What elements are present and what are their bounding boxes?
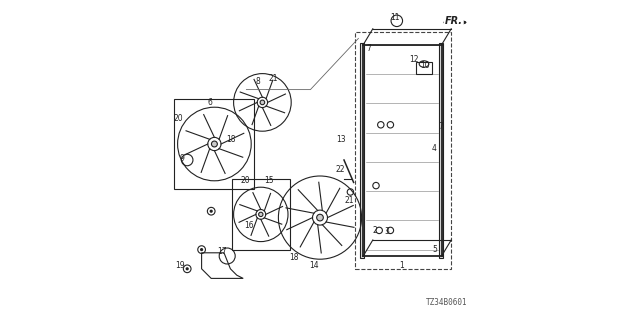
Text: 4: 4 — [432, 144, 437, 153]
Bar — [360, 43, 364, 258]
Bar — [416, 62, 432, 74]
Text: 8: 8 — [255, 77, 260, 86]
Text: 5: 5 — [432, 245, 437, 254]
Text: 7: 7 — [366, 44, 371, 52]
Text: 16: 16 — [244, 221, 254, 230]
Text: 13: 13 — [336, 135, 346, 144]
Text: 12: 12 — [409, 55, 419, 64]
Circle shape — [317, 214, 323, 221]
Text: 21: 21 — [345, 196, 354, 204]
Text: 6: 6 — [207, 98, 212, 107]
Text: 2: 2 — [372, 226, 377, 235]
Text: 19: 19 — [175, 261, 185, 270]
Text: 18: 18 — [289, 253, 298, 262]
Circle shape — [210, 210, 212, 213]
Bar — [232, 179, 290, 250]
Text: FR.: FR. — [445, 16, 463, 26]
Bar — [174, 99, 255, 189]
Text: 17: 17 — [218, 247, 227, 256]
Bar — [355, 32, 451, 269]
Circle shape — [211, 141, 218, 147]
Text: TZ34B0601: TZ34B0601 — [426, 298, 467, 307]
Text: 20: 20 — [241, 176, 251, 185]
Circle shape — [200, 248, 204, 251]
Circle shape — [259, 212, 263, 217]
Text: 9: 9 — [179, 154, 184, 163]
Text: 14: 14 — [308, 261, 319, 270]
Text: 10: 10 — [420, 61, 430, 70]
Text: 15: 15 — [264, 176, 274, 185]
Text: 21: 21 — [269, 74, 278, 83]
Text: 3: 3 — [385, 228, 390, 236]
Circle shape — [260, 100, 265, 105]
Text: 1: 1 — [399, 261, 404, 270]
Circle shape — [186, 267, 189, 270]
Text: 22: 22 — [335, 165, 344, 174]
Text: 18: 18 — [227, 135, 236, 144]
Text: 7: 7 — [438, 122, 444, 131]
Text: 20: 20 — [173, 114, 184, 123]
Text: 11: 11 — [390, 13, 400, 22]
Bar — [439, 43, 443, 258]
